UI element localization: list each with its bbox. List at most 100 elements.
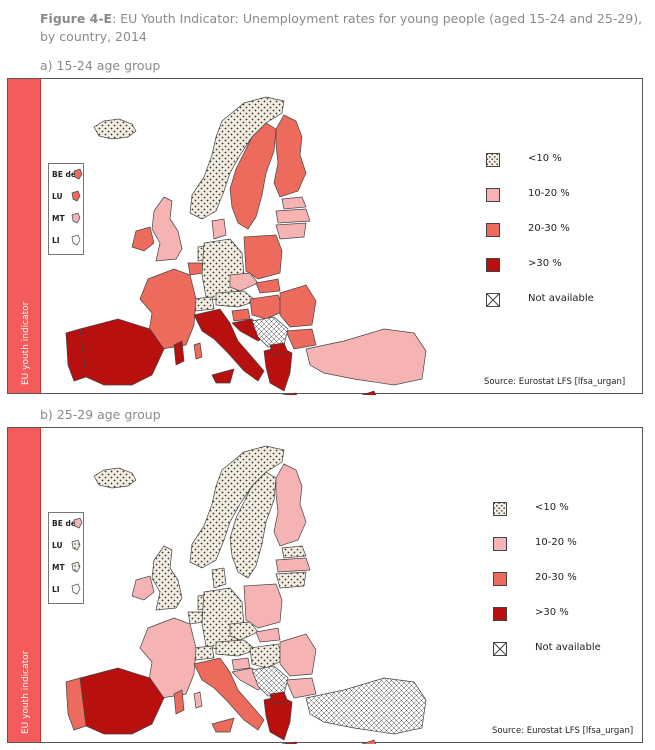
country-pl <box>243 583 283 629</box>
country-sk <box>255 278 281 294</box>
choropleth-map <box>65 96 427 395</box>
panel-a-label: a) 15-24 age group <box>40 58 161 73</box>
legend-label: 10-20 % <box>528 188 570 199</box>
legend-label: Not available <box>535 642 601 653</box>
country-bg <box>285 677 317 699</box>
country-cz <box>229 621 259 641</box>
country-fr <box>139 617 203 709</box>
legend-label: 20-30 % <box>535 572 577 583</box>
map-panel-15-24: EU youth indicator BE de LU MT LI <10 % 10-20 … <box>7 78 643 395</box>
small-state-shape <box>73 168 83 180</box>
country-ee <box>281 545 307 559</box>
country-uk <box>151 196 183 262</box>
legend-swatch <box>486 223 500 237</box>
country-hu <box>249 643 285 669</box>
country-ee <box>281 196 307 210</box>
country-balkans <box>251 665 289 697</box>
small-state-shape <box>71 190 81 202</box>
small-state-shape <box>71 234 81 246</box>
figure-number: Figure 4-E <box>40 11 113 26</box>
country-es <box>79 318 165 386</box>
legend-swatch <box>486 258 500 272</box>
country-dk <box>211 567 227 589</box>
country-dk <box>211 218 227 240</box>
side-bar: EU youth indicator <box>8 428 41 742</box>
country-be <box>187 611 205 625</box>
legend-swatch <box>493 537 507 551</box>
source-note: Source: Eurostat LFS [lfsa_urgan] <box>484 377 626 387</box>
country-lt <box>275 571 307 589</box>
small-states-inset: BE de LU MT LI <box>48 512 84 604</box>
small-states-inset: BE de LU MT LI <box>48 163 84 255</box>
country-ie <box>131 226 155 252</box>
legend-swatch <box>493 502 507 516</box>
country-tr <box>305 677 427 735</box>
country-bg <box>285 328 317 350</box>
small-state-label: BE de <box>52 170 76 179</box>
country-ro <box>279 633 317 677</box>
small-state-label: BE de <box>52 519 76 528</box>
country-mk <box>269 691 289 705</box>
country-cy <box>361 390 377 395</box>
small-state-shape <box>71 212 81 224</box>
small-state-label: LI <box>52 585 60 594</box>
legend-swatch <box>486 188 500 202</box>
country-lv <box>275 557 311 573</box>
legend-label: >30 % <box>535 607 569 618</box>
figure-title-text: : EU Youth Indicator: Unemployment rates… <box>40 11 643 44</box>
country-ro <box>279 284 317 328</box>
small-state-label: LI <box>52 236 60 245</box>
country-be <box>187 262 205 276</box>
country-pt <box>65 328 87 382</box>
side-bar: EU youth indicator <box>8 79 41 393</box>
country-lt <box>275 222 307 240</box>
side-bar-label: EU youth indicator <box>21 301 31 385</box>
country-pt <box>65 677 87 731</box>
small-state-label: MT <box>52 563 65 572</box>
country-hu <box>249 294 285 320</box>
panel-b-label: b) 25-29 age group <box>40 407 161 422</box>
country-tr <box>305 328 427 386</box>
legend-label: 10-20 % <box>535 537 577 548</box>
legend-label: Not available <box>528 293 594 304</box>
country-si <box>231 657 251 671</box>
small-state-shape <box>73 517 83 529</box>
small-state-shape <box>71 583 81 595</box>
side-bar-label: EU youth indicator <box>21 650 31 734</box>
country-lv <box>275 208 311 224</box>
legend-swatch <box>493 607 507 621</box>
country-it <box>173 657 265 733</box>
legend-label: 20-30 % <box>528 223 570 234</box>
country-mk <box>269 342 289 356</box>
source-note: Source: Eurostat LFS [lfsa_urgan] <box>492 726 634 736</box>
country-fi <box>273 463 307 547</box>
country-balkans <box>251 316 289 348</box>
country-fr <box>139 268 203 360</box>
country-si <box>231 308 251 322</box>
country-is <box>93 118 137 140</box>
country-cy <box>361 739 377 744</box>
country-is <box>93 467 137 489</box>
small-state-shape <box>71 561 81 573</box>
legend-swatch <box>493 642 507 656</box>
small-state-label: MT <box>52 214 65 223</box>
choropleth-map <box>65 445 427 744</box>
legend-swatch <box>486 153 500 167</box>
small-state-label: LU <box>52 541 63 550</box>
country-uk <box>151 545 183 611</box>
country-no <box>189 445 285 569</box>
legend-swatch <box>486 293 500 307</box>
country-ie <box>131 575 155 601</box>
country-at <box>215 290 257 308</box>
legend-label: <10 % <box>535 502 569 513</box>
map-panel-25-29: EU youth indicator BE de LU MT LI <10 % 10-20 … <box>7 427 643 744</box>
figure-title: Figure 4-E: EU Youth Indicator: Unemploy… <box>40 10 645 46</box>
country-es <box>79 667 165 735</box>
country-pl <box>243 234 283 280</box>
country-it <box>173 308 265 384</box>
country-no <box>189 96 285 220</box>
small-state-shape <box>71 539 81 551</box>
legend-swatch <box>493 572 507 586</box>
small-state-label: LU <box>52 192 63 201</box>
country-fi <box>273 114 307 198</box>
